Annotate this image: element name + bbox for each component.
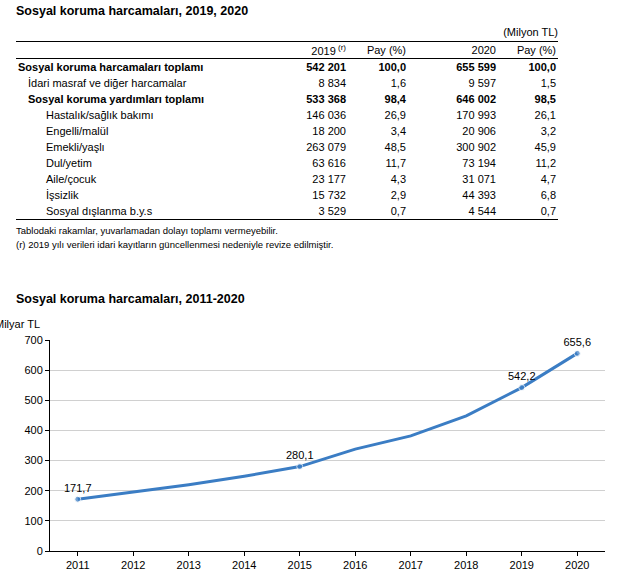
html-text:44 393: 44 393 — [462, 189, 496, 201]
html-text:Sosyal koruma yardımları topla: Sosyal koruma yardımları toplamı — [28, 93, 205, 105]
svg-text:700: 700 — [24, 334, 42, 346]
svg-text:2020: 2020 — [565, 559, 589, 571]
html-text:11,2: 11,2 — [535, 157, 556, 169]
html-text:Emekli/yaşlı: Emekli/yaşlı — [46, 141, 105, 153]
html-text:26,9: 26,9 — [384, 109, 406, 121]
svg-text:280,1: 280,1 — [286, 449, 314, 461]
svg-text:0: 0 — [37, 545, 43, 557]
svg-text:500: 500 — [24, 394, 42, 406]
html-text:3 529: 3 529 — [318, 205, 346, 217]
html-text:63 616: 63 616 — [312, 157, 346, 169]
html-text:100,0: 100,0 — [528, 61, 556, 73]
html-text:2020: 2020 — [471, 44, 496, 56]
svg-text:2013: 2013 — [177, 559, 201, 571]
html-text:18 200: 18 200 — [312, 125, 346, 137]
html-text:Aile/çocuk: Aile/çocuk — [46, 173, 97, 185]
html-text:2019(r): 2019(r) — [311, 43, 346, 57]
svg-text:2012: 2012 — [121, 559, 145, 571]
html-text:73 194: 73 194 — [462, 157, 496, 169]
svg-text:400: 400 — [24, 424, 42, 436]
html-text:100,0: 100,0 — [378, 61, 406, 73]
svg-text:100: 100 — [24, 515, 42, 527]
html-text:1,5: 1,5 — [540, 77, 556, 89]
html-text:İşsizlik: İşsizlik — [46, 189, 79, 201]
html-text:1,6: 1,6 — [390, 77, 406, 89]
html-text:31 071: 31 071 — [462, 173, 496, 185]
svg-text:2014: 2014 — [232, 559, 256, 571]
html-text:542 201: 542 201 — [306, 61, 346, 73]
html-text:3,2: 3,2 — [540, 125, 556, 137]
html-text:98,4: 98,4 — [384, 93, 406, 105]
html-text:Sosyal koruma harcamaları, 201: Sosyal koruma harcamaları, 2019, 2020 — [16, 4, 249, 18]
svg-text:655,6: 655,6 — [563, 336, 591, 348]
html-text:655 599: 655 599 — [456, 61, 496, 73]
html-text:300 902: 300 902 — [456, 141, 496, 153]
html-text:8 834: 8 834 — [318, 77, 346, 89]
html-text:0,7: 0,7 — [540, 205, 556, 217]
html-text:0,7: 0,7 — [390, 205, 406, 217]
html-text:Tablodaki rakamlar, yuvarlamad: Tablodaki rakamlar, yuvarlamadan dolayı … — [16, 225, 278, 236]
html-text:98,5: 98,5 — [534, 93, 556, 105]
html-text:20 906: 20 906 — [462, 125, 496, 137]
html-text:11,7: 11,7 — [385, 157, 406, 169]
html-text:Engelli/malül: Engelli/malül — [46, 125, 109, 137]
svg-text:Milyar TL: Milyar TL — [0, 318, 40, 330]
svg-text:2019: 2019 — [510, 559, 534, 571]
html-text:6,8: 6,8 — [540, 189, 556, 201]
html-text:45,9: 45,9 — [534, 141, 556, 153]
svg-text:542,2: 542,2 — [508, 370, 536, 382]
html-text:4,3: 4,3 — [390, 173, 406, 185]
html-text:3,4: 3,4 — [390, 125, 406, 137]
svg-text:2018: 2018 — [454, 559, 478, 571]
html-text:(r) 2019 yılı verileri idari k: (r) 2019 yılı verileri idari kayıtların … — [16, 239, 334, 250]
svg-text:171,7: 171,7 — [64, 482, 92, 494]
html-text:(Milyon TL): (Milyon TL) — [503, 26, 558, 38]
svg-text:2015: 2015 — [288, 559, 312, 571]
html-text:48,5: 48,5 — [384, 141, 406, 153]
html-text:15 732: 15 732 — [312, 189, 346, 201]
html-text:Sosyal dışlanma b.y.s: Sosyal dışlanma b.y.s — [46, 205, 153, 217]
html-text:2,9: 2,9 — [390, 189, 406, 201]
html-text:Sosyal koruma harcamaları topl: Sosyal koruma harcamaları toplamı — [18, 61, 204, 73]
svg-text:2016: 2016 — [343, 559, 367, 571]
html-text:263 079: 263 079 — [306, 141, 346, 153]
svg-text:2017: 2017 — [399, 559, 423, 571]
svg-text:200: 200 — [24, 485, 42, 497]
html-text:İdari masraf ve diğer harcamal: İdari masraf ve diğer harcamalar — [28, 77, 187, 89]
html-text:533 368: 533 368 — [306, 93, 346, 105]
html-text:4 544: 4 544 — [468, 205, 496, 217]
html-text:4,7: 4,7 — [540, 173, 556, 185]
html-text:Hastalık/sağlık bakımı: Hastalık/sağlık bakımı — [46, 109, 154, 121]
html-text:170 993: 170 993 — [456, 109, 496, 121]
html-text:23 177: 23 177 — [312, 173, 346, 185]
svg-text:600: 600 — [24, 364, 42, 376]
html-text:Sosyal koruma harcamaları, 201: Sosyal koruma harcamaları, 2011-2020 — [16, 292, 245, 306]
html-text:646 002: 646 002 — [456, 93, 496, 105]
svg-text:300: 300 — [24, 454, 42, 466]
html-text:Pay (%): Pay (%) — [366, 44, 406, 56]
html-text:Pay (%): Pay (%) — [516, 44, 556, 56]
html-text:9 597: 9 597 — [468, 77, 496, 89]
html-text:26,1: 26,1 — [534, 109, 556, 121]
html-text:Dul/yetim: Dul/yetim — [46, 157, 92, 169]
html-text:146 036: 146 036 — [306, 109, 346, 121]
svg-text:2011: 2011 — [66, 559, 90, 571]
